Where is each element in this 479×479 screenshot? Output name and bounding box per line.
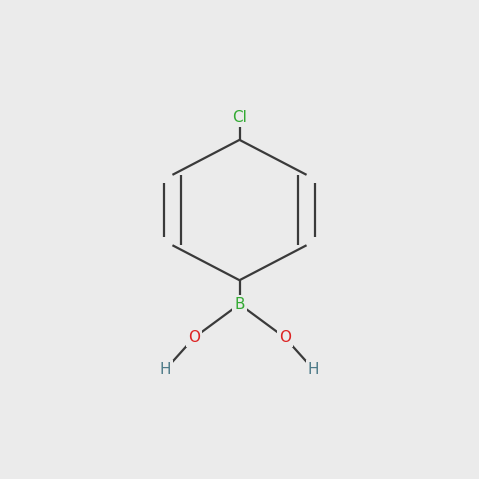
Text: Cl: Cl bbox=[232, 110, 247, 125]
Text: O: O bbox=[279, 330, 291, 345]
Text: H: H bbox=[308, 362, 319, 377]
Text: B: B bbox=[234, 297, 245, 312]
Text: O: O bbox=[188, 330, 200, 345]
Text: H: H bbox=[160, 362, 171, 377]
